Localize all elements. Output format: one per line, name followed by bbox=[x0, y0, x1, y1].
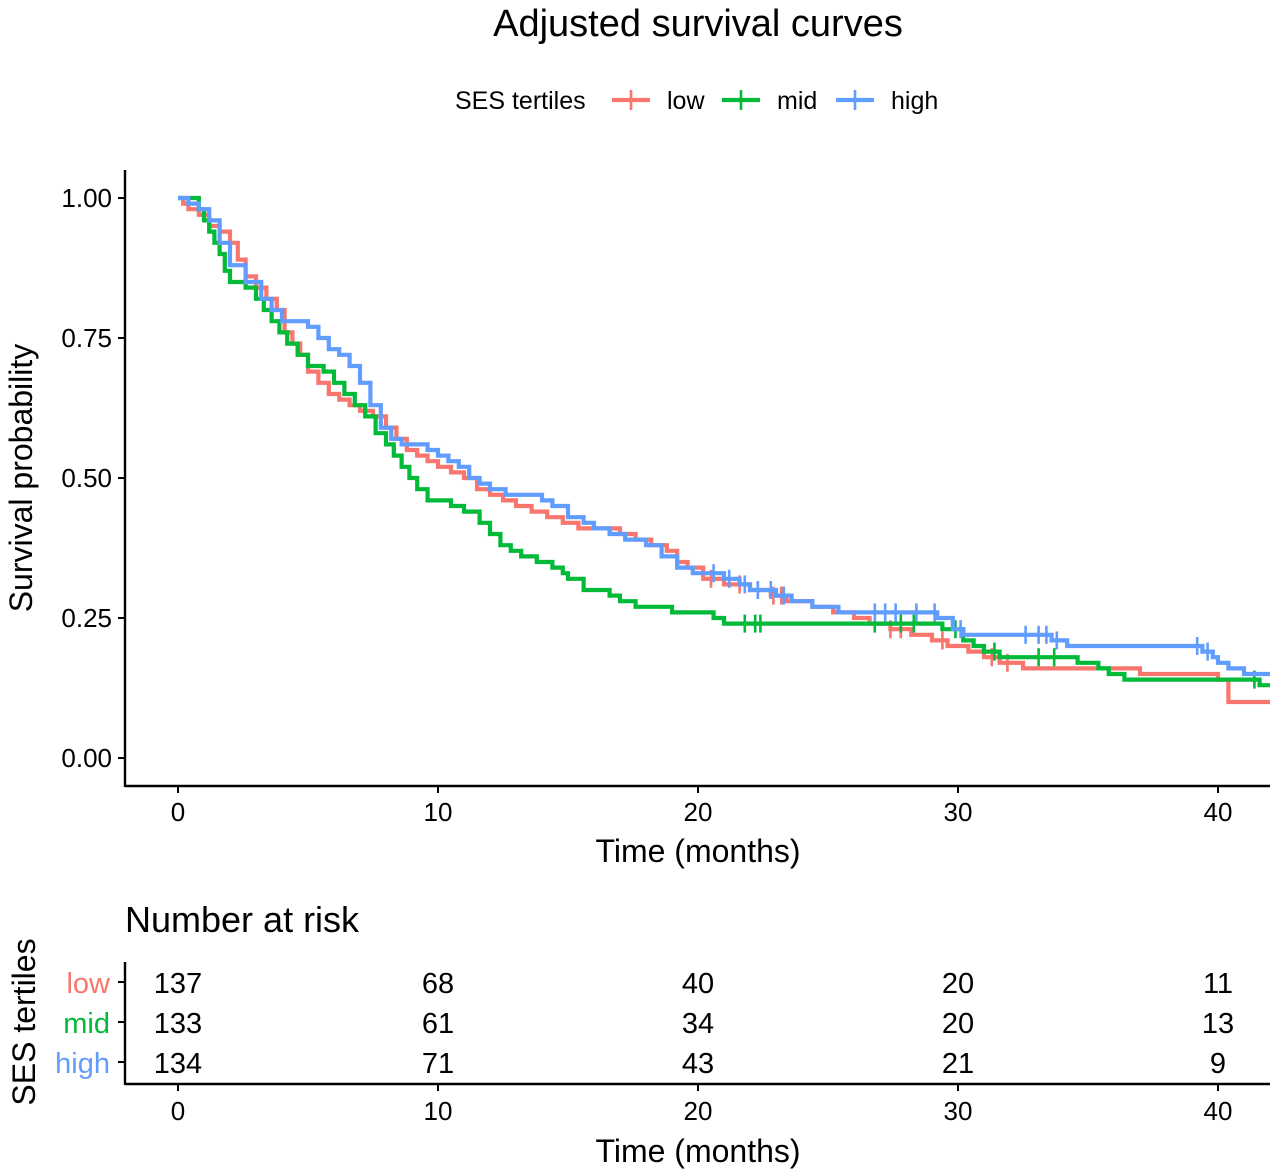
risk-count: 68 bbox=[422, 968, 454, 1000]
risk-count: 134 bbox=[154, 1048, 202, 1080]
series-low bbox=[178, 195, 1270, 705]
x-tick-label: 0 bbox=[171, 797, 185, 827]
y-axis-title: Survival probability bbox=[3, 344, 39, 613]
risk-count: 9 bbox=[1210, 1048, 1226, 1080]
x-tick-label: 10 bbox=[424, 797, 453, 827]
x-tick-label: 20 bbox=[684, 1096, 713, 1126]
risk-count: 11 bbox=[1203, 968, 1233, 1000]
y-tick-label: 1.00 bbox=[61, 183, 112, 213]
legend-title: SES tertiles bbox=[455, 87, 586, 115]
x-tick-label: 20 bbox=[684, 797, 713, 827]
risk-row-high: high 134 71 43 21 9 bbox=[55, 1048, 1226, 1080]
survival-plot: 0.00 0.25 0.50 0.75 1.00 0 10 20 30 40 Survival … bbox=[3, 170, 1270, 869]
series-high bbox=[178, 195, 1270, 677]
legend-item-high: high bbox=[836, 87, 938, 115]
risk-count: 133 bbox=[154, 1008, 202, 1040]
y-tick-label: 0.25 bbox=[61, 603, 112, 633]
risk-count: 20 bbox=[942, 1008, 974, 1040]
y-tick-label: 0.00 bbox=[61, 743, 112, 773]
chart-title: Adjusted survival curves bbox=[493, 3, 903, 45]
x-tick-label: 30 bbox=[944, 797, 973, 827]
x-tick-label: 30 bbox=[944, 1096, 973, 1126]
x-axis-title: Time (months) bbox=[595, 833, 800, 869]
risk-count: 20 bbox=[942, 968, 974, 1000]
y-tick-label: 0.75 bbox=[61, 323, 112, 353]
risk-count: 137 bbox=[154, 968, 202, 1000]
legend: SES tertiles low mid high bbox=[455, 87, 938, 115]
x-tick-label: 40 bbox=[1204, 797, 1233, 827]
risk-count: 43 bbox=[682, 1048, 714, 1080]
risk-x-axis-title: Time (months) bbox=[595, 1133, 800, 1169]
legend-label-high: high bbox=[891, 87, 938, 115]
risk-count: 71 bbox=[422, 1048, 454, 1080]
y-tick-label: 0.50 bbox=[61, 463, 112, 493]
risk-count: 40 bbox=[682, 968, 714, 1000]
survival-curve-low bbox=[178, 195, 1270, 705]
x-tick-label: 0 bbox=[171, 1096, 185, 1126]
legend-label-mid: mid bbox=[777, 87, 817, 115]
survival-curve-mid bbox=[178, 195, 1270, 688]
x-tick-label: 40 bbox=[1204, 1096, 1233, 1126]
risk-count: 21 bbox=[942, 1048, 974, 1080]
risk-table: Number at risk SES tertiles low 137 68 40 20… bbox=[6, 899, 1270, 1169]
survival-curve-high bbox=[178, 195, 1270, 677]
risk-row-label: mid bbox=[63, 1008, 110, 1040]
risk-count: 34 bbox=[682, 1008, 714, 1040]
x-tick-label: 10 bbox=[424, 1096, 453, 1126]
risk-row-mid: mid 133 61 34 20 13 bbox=[63, 1008, 1234, 1040]
risk-row-label: high bbox=[55, 1048, 110, 1080]
risk-row-label: low bbox=[66, 968, 111, 1000]
risk-table-y-title: SES tertiles bbox=[6, 938, 42, 1105]
risk-count: 13 bbox=[1202, 1008, 1234, 1040]
legend-item-mid: mid bbox=[722, 87, 817, 115]
legend-label-low: low bbox=[667, 87, 705, 115]
risk-table-title: Number at risk bbox=[125, 899, 360, 940]
series-mid bbox=[178, 195, 1270, 689]
risk-count: 61 bbox=[422, 1008, 454, 1040]
legend-item-low: low bbox=[612, 87, 705, 115]
risk-row-low: low 137 68 40 20 11 bbox=[66, 968, 1233, 1000]
